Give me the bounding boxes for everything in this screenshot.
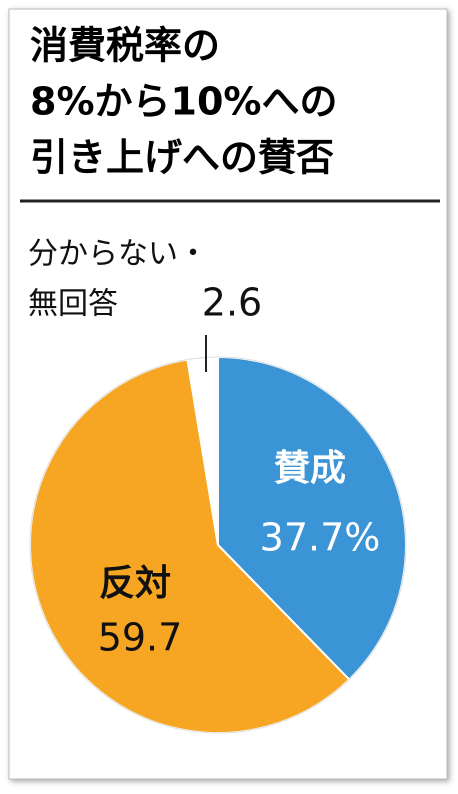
slice-label: 反対 bbox=[99, 563, 171, 604]
value-label: 59.7 bbox=[98, 616, 183, 660]
pie-outline bbox=[29, 356, 407, 734]
slice-label: 賛成 bbox=[274, 448, 346, 489]
chart-title: 8%から10%への bbox=[30, 80, 337, 124]
chart-title: 消費税率の bbox=[30, 24, 220, 68]
value-label: 37.7% bbox=[260, 516, 381, 560]
value-label: 2.6 bbox=[202, 281, 262, 325]
chart-title: 引き上げへの賛否 bbox=[30, 136, 334, 180]
slice-label: 無回答 bbox=[28, 287, 118, 322]
slice-label: 分からない・ bbox=[28, 237, 208, 272]
